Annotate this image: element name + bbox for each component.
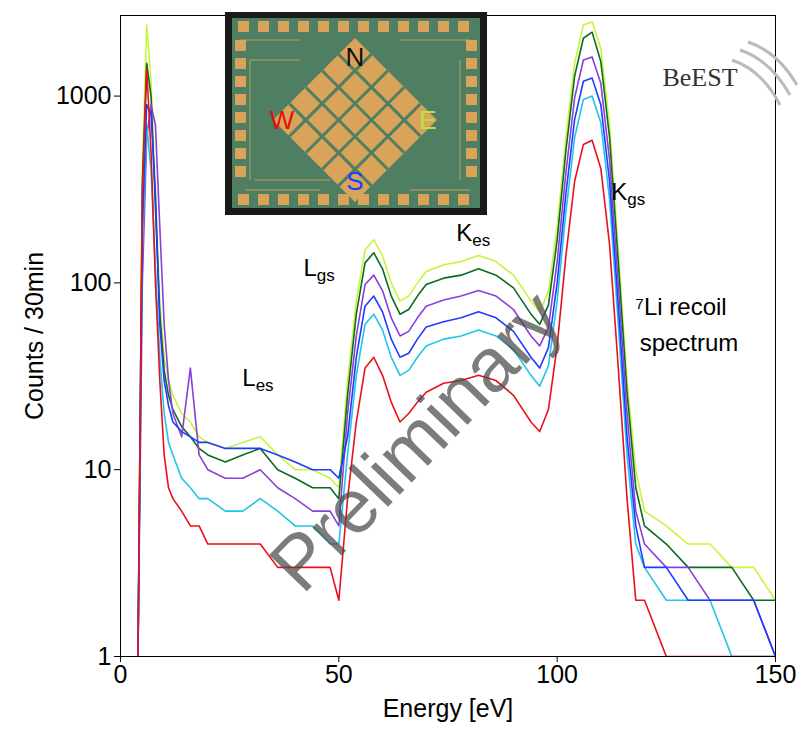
svg-text:Les: Les [242, 364, 273, 395]
svg-text:Kgs: Kgs [611, 178, 645, 209]
svg-text:Counts / 30min: Counts / 30min [20, 252, 48, 420]
svg-text:50: 50 [325, 660, 353, 688]
svg-text:Lgs: Lgs [303, 254, 334, 285]
svg-text:100: 100 [70, 268, 112, 296]
svg-text:⁷Li recoil: ⁷Li recoil [635, 293, 726, 320]
svg-text:1: 1 [98, 642, 112, 670]
svg-text:W: W [270, 105, 295, 135]
svg-text:E: E [419, 105, 436, 135]
svg-text:N: N [346, 42, 365, 72]
svg-text:150: 150 [755, 660, 797, 688]
svg-text:Preliminary: Preliminary [253, 274, 578, 606]
svg-text:spectrum: spectrum [640, 330, 739, 357]
svg-text:S: S [346, 166, 363, 196]
svg-text:Kes: Kes [456, 219, 490, 250]
svg-text:10: 10 [84, 455, 112, 483]
svg-text:100: 100 [536, 660, 578, 688]
svg-text:0: 0 [114, 660, 128, 688]
svg-text:Energy [eV]: Energy [eV] [383, 694, 514, 722]
svg-text:1000: 1000 [56, 81, 112, 109]
svg-text:BeEST: BeEST [662, 63, 737, 92]
